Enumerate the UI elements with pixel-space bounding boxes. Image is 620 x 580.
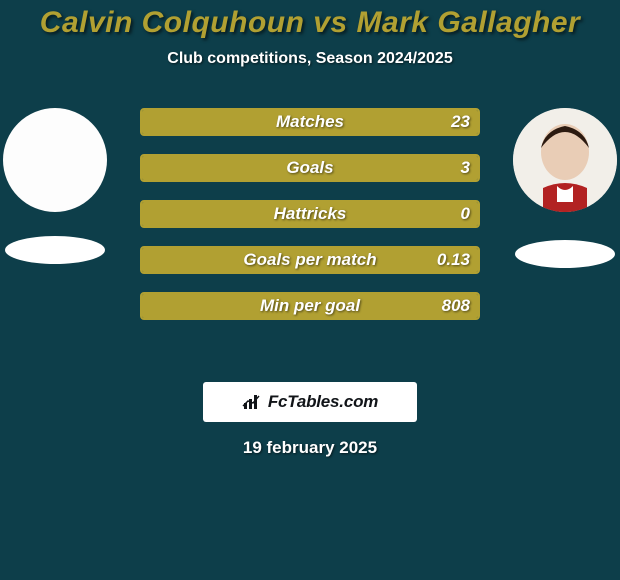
subtitle: Club competitions, Season 2024/2025	[0, 50, 620, 68]
player-right-club	[515, 240, 615, 268]
player-right-column	[510, 108, 620, 268]
stat-value-right: 23	[451, 110, 470, 134]
stat-label: Goals per match	[142, 248, 478, 272]
stat-value-right: 808	[442, 294, 470, 318]
stat-label: Matches	[142, 110, 478, 134]
player-left-club	[5, 236, 105, 264]
chart-area: Matches 23 Goals 3 Hattricks 0 Goals per…	[0, 108, 620, 358]
stat-label: Min per goal	[142, 294, 478, 318]
stat-label: Goals	[142, 156, 478, 180]
stat-bar-hattricks: Hattricks 0	[140, 200, 480, 228]
stat-label: Hattricks	[142, 202, 478, 226]
player-left-avatar	[3, 108, 107, 212]
stat-value-right: 0	[461, 202, 470, 226]
stat-bar-goals-per-match: Goals per match 0.13	[140, 246, 480, 274]
bar-chart-icon	[242, 393, 262, 411]
stat-bar-goals: Goals 3	[140, 154, 480, 182]
stat-value-right: 3	[461, 156, 470, 180]
stats-bars: Matches 23 Goals 3 Hattricks 0 Goals per…	[140, 108, 480, 320]
source-logo: FcTables.com	[203, 382, 417, 422]
player-left-column	[0, 108, 110, 264]
comparison-card: Calvin Colquhoun vs Mark Gallagher Club …	[0, 0, 620, 580]
player-right-avatar	[513, 108, 617, 212]
source-logo-text: FcTables.com	[268, 392, 378, 412]
stat-value-right: 0.13	[437, 248, 470, 272]
stat-bar-matches: Matches 23	[140, 108, 480, 136]
stat-bar-min-per-goal: Min per goal 808	[140, 292, 480, 320]
date-text: 19 february 2025	[0, 438, 620, 458]
page-title: Calvin Colquhoun vs Mark Gallagher	[0, 0, 620, 40]
